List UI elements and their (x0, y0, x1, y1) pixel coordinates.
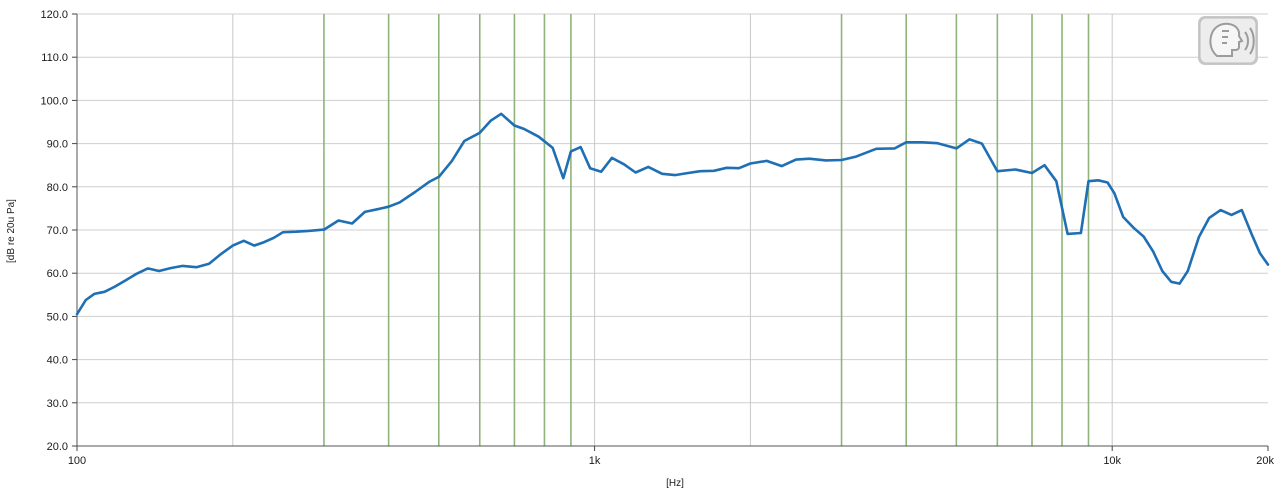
label-layer: [dB re 20u Pa] [Hz] (6, 199, 684, 489)
y-axis-label: [dB re 20u Pa] (6, 199, 17, 263)
y-tick-label: 70.0 (47, 225, 68, 237)
y-tick-label: 40.0 (47, 355, 68, 367)
y-tick-label: 120.0 (40, 9, 68, 21)
y-tick-label: 110.0 (41, 52, 68, 64)
y-tick-label: 80.0 (47, 182, 68, 194)
data-layer (75, 112, 1270, 316)
listener-head-icon (1198, 16, 1258, 65)
y-tick-label: 30.0 (47, 398, 68, 410)
x-tick-label: 10k (1103, 455, 1121, 467)
y-tick-label: 20.0 (47, 441, 68, 453)
spl-series-line (75, 112, 1270, 316)
x-tick-label: 100 (68, 455, 86, 467)
grid-layer (77, 13, 1268, 447)
x-axis-label: [Hz] (666, 478, 684, 489)
y-tick-label: 90.0 (47, 139, 68, 151)
axis-layer: 20.0 30.0 40.0 50.0 60.0 70.0 80.0 90.0 100.0 110… (40, 9, 1274, 467)
x-tick-label: 20k (1256, 455, 1274, 467)
y-tick-label: 100.0 (40, 95, 68, 107)
x-tick-label: 1k (589, 455, 601, 467)
y-tick-label: 50.0 (47, 311, 68, 323)
y-tick-label: 60.0 (47, 268, 68, 280)
